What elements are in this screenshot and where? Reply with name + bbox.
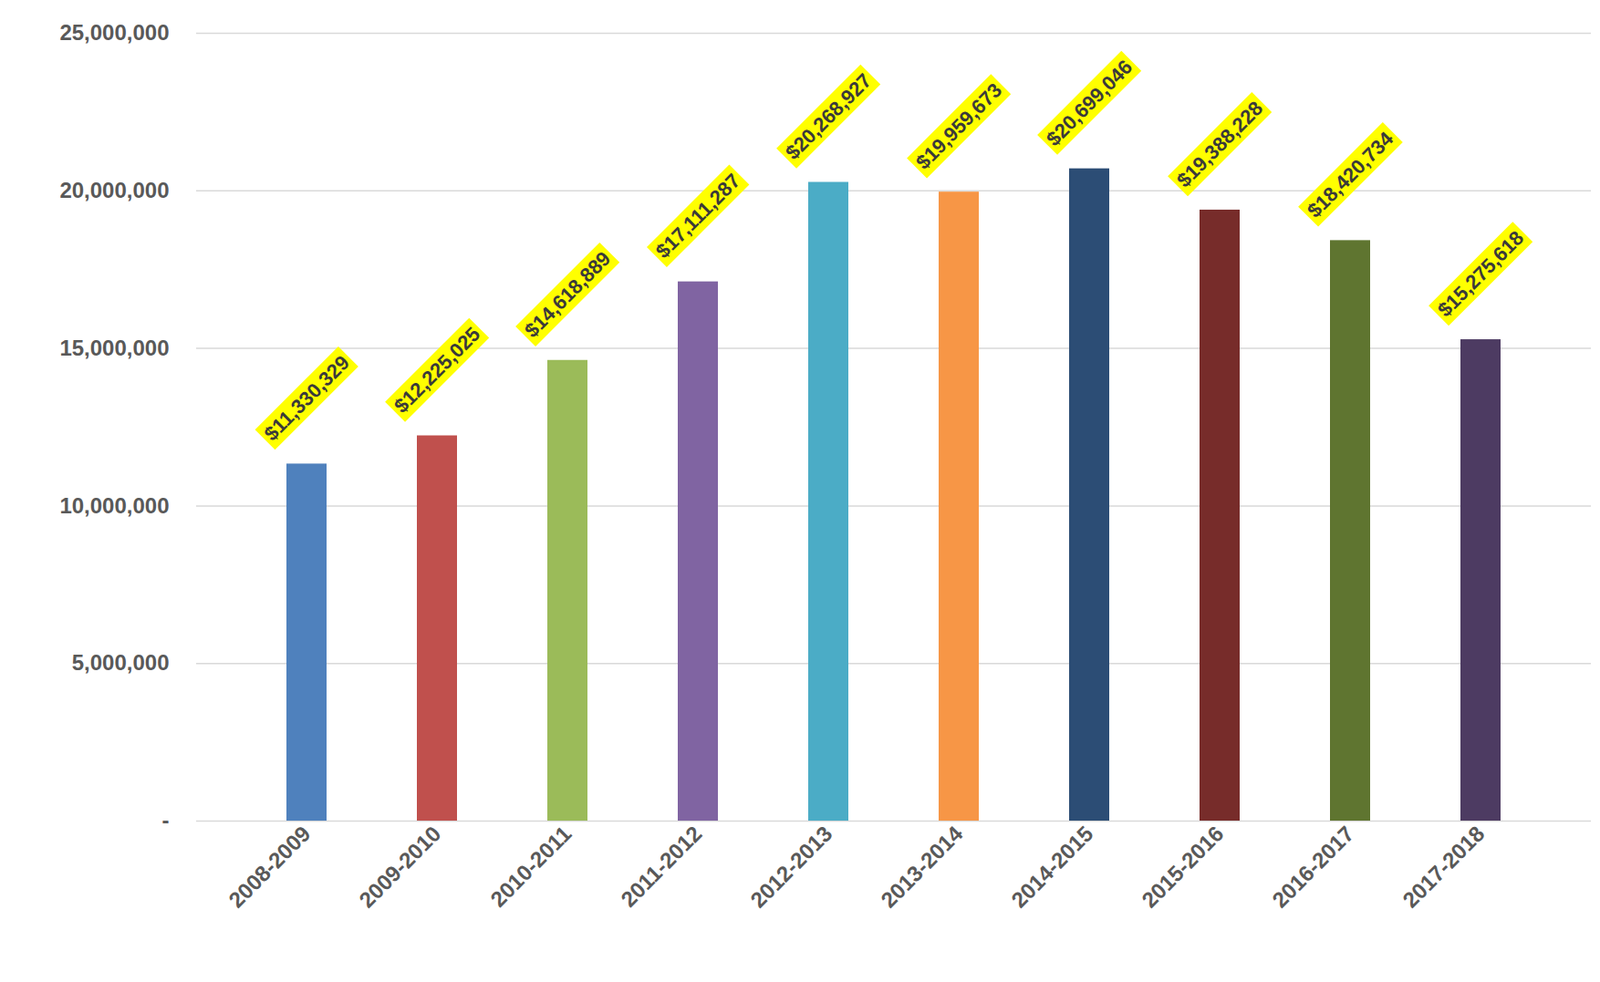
svg-text:$19,388,228: $19,388,228 — [1172, 96, 1268, 192]
svg-text:$18,420,734: $18,420,734 — [1302, 126, 1399, 223]
svg-text:2014-2015: 2014-2015 — [1006, 820, 1098, 913]
svg-text:15,000,000: 15,000,000 — [59, 335, 169, 361]
svg-text:25,000,000: 25,000,000 — [59, 20, 169, 45]
svg-text:2010-2011: 2010-2011 — [485, 820, 576, 912]
svg-text:$19,959,673: $19,959,673 — [911, 78, 1007, 174]
svg-text:2013-2014: 2013-2014 — [875, 820, 968, 914]
svg-text:20,000,000: 20,000,000 — [59, 177, 169, 203]
svg-text:$15,275,618: $15,275,618 — [1433, 226, 1528, 322]
svg-text:$20,268,927: $20,268,927 — [780, 69, 876, 165]
svg-text:2011-2012: 2011-2012 — [615, 820, 707, 912]
svg-text:5,000,000: 5,000,000 — [72, 650, 170, 676]
svg-text:2017-2018: 2017-2018 — [1397, 820, 1489, 913]
svg-text:$12,225,025: $12,225,025 — [389, 322, 485, 418]
svg-text:$11,330,329: $11,330,329 — [259, 351, 354, 446]
svg-text:2015-2016: 2015-2016 — [1136, 820, 1228, 913]
svg-text:$14,618,889: $14,618,889 — [519, 247, 615, 343]
svg-text:$17,111,287: $17,111,287 — [651, 169, 745, 263]
svg-text:-: - — [162, 808, 170, 833]
svg-text:$20,699,046: $20,699,046 — [1041, 55, 1137, 151]
svg-text:2016-2017: 2016-2017 — [1267, 820, 1359, 913]
svg-text:10,000,000: 10,000,000 — [59, 493, 169, 519]
svg-text:2008-2009: 2008-2009 — [223, 820, 315, 913]
svg-text:2012-2013: 2012-2013 — [745, 820, 837, 913]
svg-text:2009-2010: 2009-2010 — [353, 820, 446, 913]
